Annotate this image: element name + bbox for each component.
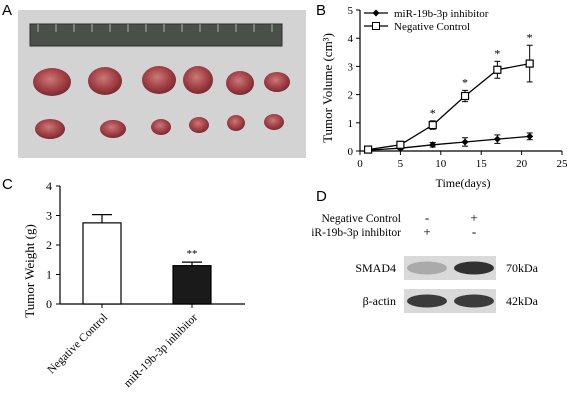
tumor-photo xyxy=(18,10,306,158)
d-lane-sign: - xyxy=(425,210,429,225)
d-band xyxy=(454,294,494,308)
b-legend-label: Negative Control xyxy=(394,21,470,33)
b-x-tick-label: 15 xyxy=(476,158,488,170)
b-legend-marker xyxy=(372,9,380,17)
d-blot-row-smad4 xyxy=(404,256,496,280)
d-lane-sign: + xyxy=(470,210,477,225)
c-bar-negative-control xyxy=(82,222,122,305)
ruler xyxy=(29,23,283,47)
d-condition-label: Negative Control xyxy=(321,213,401,225)
d-band xyxy=(407,294,447,308)
b-x-tick-label: 0 xyxy=(357,158,363,170)
d-band xyxy=(407,261,447,275)
b-y-tick-label: 0 xyxy=(348,146,354,158)
b-legend-label: miR-19b-3p inhibitor xyxy=(394,8,489,20)
panel-label-c: C xyxy=(2,176,13,193)
panel-label-b: B xyxy=(316,2,327,19)
b-y-tick-label: 5 xyxy=(348,5,354,17)
panel-label-a: A xyxy=(2,2,13,19)
b-point xyxy=(396,140,405,149)
c-significance-mark: ** xyxy=(187,248,198,260)
b-series-line xyxy=(367,62,530,151)
ruler-ticks xyxy=(37,24,273,32)
b-y-axis-label: Tumor Volume (cm³) xyxy=(320,33,335,143)
b-point xyxy=(460,91,470,101)
b-y-tick-label: 4 xyxy=(348,33,354,45)
b-significance-mark: * xyxy=(527,30,533,44)
c-y-tick-label: 0 xyxy=(46,297,52,311)
b-point xyxy=(525,59,534,68)
b-legend-marker xyxy=(372,22,380,30)
b-point xyxy=(493,65,502,74)
western-blot: Negative Control - +miR-19b-3p inhibitor + -… xyxy=(312,210,539,313)
d-band xyxy=(454,261,494,275)
tumor-photo-drawing xyxy=(18,10,306,158)
b-x-tick-label: 10 xyxy=(435,158,447,170)
panel-label-d: D xyxy=(316,188,327,205)
b-significance-mark: * xyxy=(494,46,500,60)
d-size-label: 70kDa xyxy=(506,261,539,275)
d-protein-label: SMAD4 xyxy=(355,261,396,275)
d-lane-sign: + xyxy=(423,224,430,239)
c-bar-inhibitor xyxy=(172,265,212,305)
b-y-tick-label: 1 xyxy=(348,118,354,130)
tumors-negative-control xyxy=(33,66,290,96)
c-y-axis-label: Tumor Weight (g) xyxy=(22,224,37,318)
b-series-line xyxy=(368,135,530,151)
d-protein-label: β-actin xyxy=(363,294,396,308)
b-series-negative-control xyxy=(363,44,534,154)
d-size-label: 42kDa xyxy=(506,294,539,308)
b-x-tick-label: 25 xyxy=(557,158,567,170)
d-lane-sign: - xyxy=(472,224,476,239)
c-y-tick-label: 2 xyxy=(46,238,52,252)
b-point xyxy=(493,135,501,143)
b-point xyxy=(428,120,437,130)
b-significance-mark: * xyxy=(462,75,468,89)
c-y-tick-label: 3 xyxy=(46,209,52,223)
b-y-tick-label: 2 xyxy=(348,90,354,102)
tumor-volume-chart: Tumor Volume (cm³) Time(days) miR-19b-3p… xyxy=(320,5,567,190)
b-y-tick-label: 3 xyxy=(348,61,354,73)
c-y-tick-label: 4 xyxy=(46,179,52,193)
b-x-axis-label: Time(days) xyxy=(436,176,491,190)
b-point xyxy=(429,141,437,149)
b-point xyxy=(461,138,469,146)
d-blot-row-beta-actin xyxy=(404,289,496,313)
c-y-tick-label: 1 xyxy=(46,268,52,282)
b-point xyxy=(526,132,534,140)
c-x-tick-label: miR-19b-3p inhibitor xyxy=(122,312,200,390)
tumors-inhibitor xyxy=(35,114,284,139)
b-significance-mark: * xyxy=(430,106,436,120)
b-x-tick-label: 20 xyxy=(516,158,528,170)
c-x-tick-label: Negative Control xyxy=(45,312,110,377)
b-point xyxy=(363,145,373,154)
b-x-tick-label: 5 xyxy=(398,158,404,170)
d-condition-label: miR-19b-3p inhibitor xyxy=(312,227,401,239)
tumor-weight-chart: Tumor Weight (g) 0 1 2 3 4 Negative Control mi… xyxy=(22,179,245,390)
